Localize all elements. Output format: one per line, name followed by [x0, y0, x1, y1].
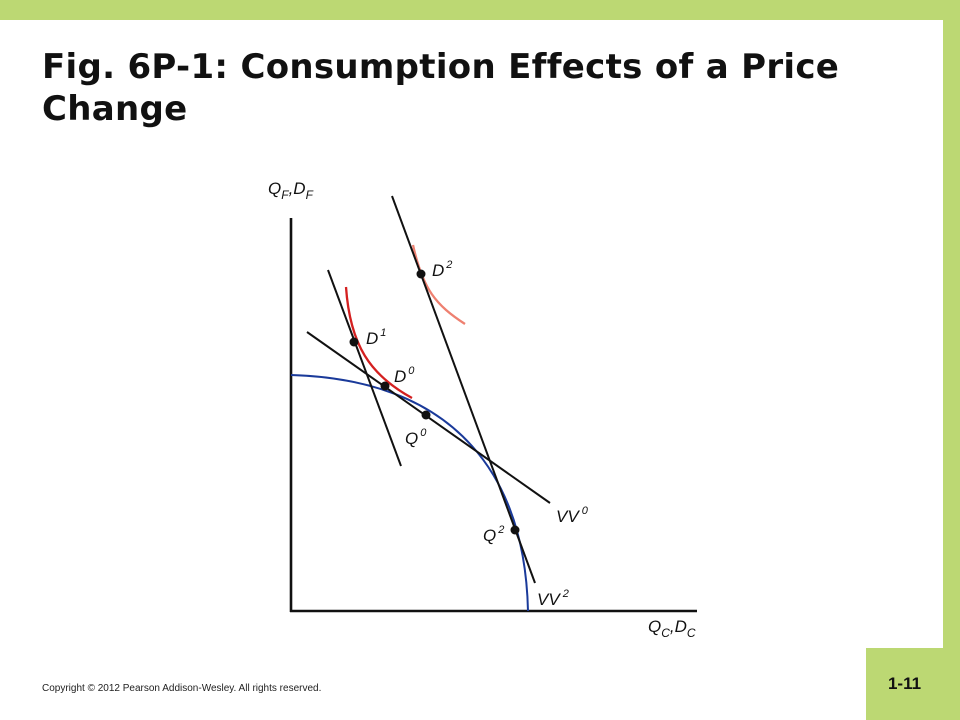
- point-d1: [349, 337, 359, 347]
- slide-frame-right: [943, 0, 960, 720]
- label-vv0: VV 0: [556, 505, 589, 526]
- slide-frame-top: [0, 0, 960, 20]
- slide-number: 1-11: [887, 674, 922, 693]
- price-line-vv2: [391, 195, 536, 584]
- x-axis-label: QC,DC: [648, 617, 696, 640]
- production-possibility-curve: [290, 374, 529, 612]
- slide-title: Fig. 6P-1: Consumption Effects of a Pric…: [42, 47, 840, 129]
- point-d2: [416, 269, 426, 279]
- point-q0: [421, 410, 431, 420]
- indifference-curve-d1: [344, 286, 413, 400]
- price-line-d1: [327, 269, 402, 467]
- copyright-notice: Copyright © 2012 Pearson Addison-Wesley.…: [42, 683, 322, 694]
- indifference-curve-d2: [411, 244, 466, 325]
- slide-number-box: 1-11: [866, 648, 943, 720]
- point-q2: [510, 525, 520, 535]
- label-vv2: VV 2: [537, 588, 569, 609]
- point-d0: [380, 381, 390, 391]
- y-axis-label: QF,DF: [268, 179, 314, 202]
